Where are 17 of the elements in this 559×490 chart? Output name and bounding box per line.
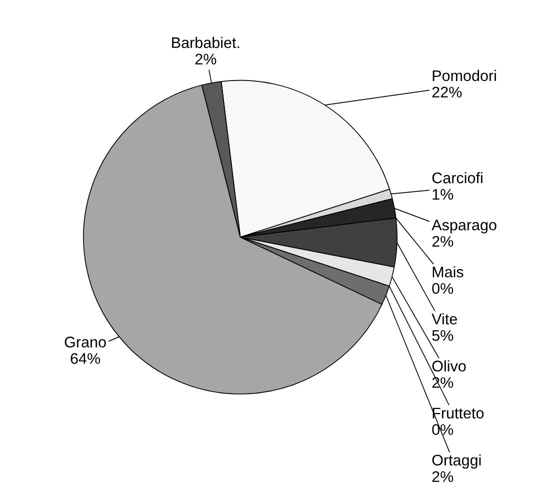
slice-label: Asparago (432, 220, 496, 234)
slice-label: Carciofi (432, 172, 482, 184)
data-label: 2% (432, 471, 454, 482)
data-label: 64% (70, 353, 100, 364)
slice-label: Pomodori (432, 70, 496, 82)
data-label: 22% (432, 86, 462, 98)
text: 0% (432, 283, 454, 294)
slice-label: Grano (64, 336, 106, 348)
data-label: 2% (432, 236, 454, 247)
slice-label: Ortaggi (432, 454, 481, 469)
data-label: 5% (432, 330, 454, 341)
data-label: 1% (432, 189, 454, 200)
legend-label: Mais (432, 266, 464, 278)
slice-label: Barbabiet. (172, 36, 240, 48)
slice-label: Olivo (432, 360, 466, 372)
slice-label: Vite (432, 313, 457, 324)
data-label: 2% (195, 54, 216, 64)
